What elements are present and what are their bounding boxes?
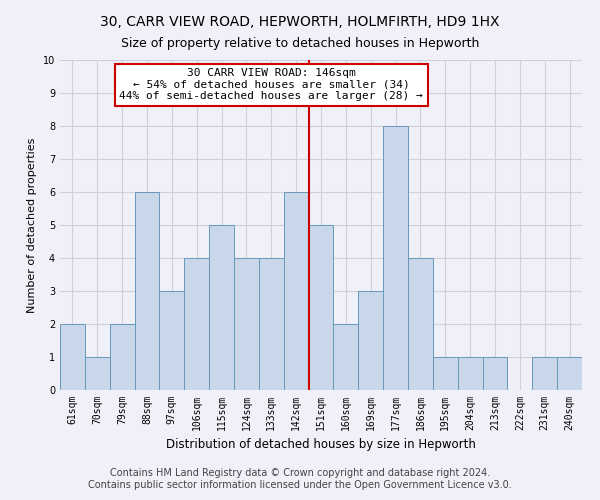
Bar [433,357,458,390]
Bar [85,357,110,390]
Bar [60,324,85,390]
Bar [557,357,582,390]
Bar [110,324,134,390]
Bar [134,192,160,390]
Bar [184,258,209,390]
Bar [284,192,308,390]
Bar [383,126,408,390]
Bar [358,291,383,390]
Bar [259,258,284,390]
Bar [234,258,259,390]
Bar [482,357,508,390]
Text: Size of property relative to detached houses in Hepworth: Size of property relative to detached ho… [121,38,479,51]
Bar [334,324,358,390]
Bar [308,225,334,390]
Y-axis label: Number of detached properties: Number of detached properties [28,138,37,312]
Text: 30, CARR VIEW ROAD, HEPWORTH, HOLMFIRTH, HD9 1HX: 30, CARR VIEW ROAD, HEPWORTH, HOLMFIRTH,… [100,15,500,29]
Text: Contains HM Land Registry data © Crown copyright and database right 2024.
Contai: Contains HM Land Registry data © Crown c… [88,468,512,490]
X-axis label: Distribution of detached houses by size in Hepworth: Distribution of detached houses by size … [166,438,476,452]
Text: 30 CARR VIEW ROAD: 146sqm
← 54% of detached houses are smaller (34)
44% of semi-: 30 CARR VIEW ROAD: 146sqm ← 54% of detac… [119,68,423,102]
Bar [532,357,557,390]
Bar [160,291,184,390]
Bar [458,357,482,390]
Bar [209,225,234,390]
Bar [408,258,433,390]
